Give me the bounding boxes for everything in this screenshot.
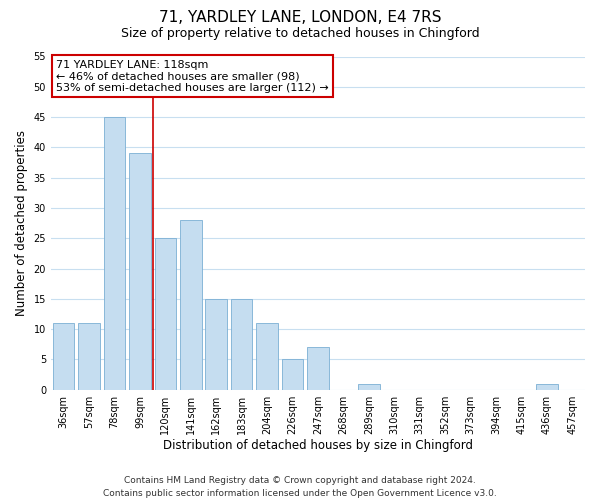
Bar (282, 360, 304, 390)
Text: 71 YARDLEY LANE: 118sqm
← 46% of detached houses are smaller (98)
53% of semi-de: 71 YARDLEY LANE: 118sqm ← 46% of detache… (56, 60, 329, 93)
Text: Size of property relative to detached houses in Chingford: Size of property relative to detached ho… (121, 28, 479, 40)
Bar (53, 323, 74, 390)
Bar (536, 384, 557, 390)
Text: Contains HM Land Registry data © Crown copyright and database right 2024.
Contai: Contains HM Land Registry data © Crown c… (103, 476, 497, 498)
Bar (307, 348, 329, 390)
Bar (129, 154, 151, 390)
Y-axis label: Number of detached properties: Number of detached properties (15, 130, 28, 316)
Bar (231, 299, 253, 390)
X-axis label: Distribution of detached houses by size in Chingford: Distribution of detached houses by size … (163, 440, 473, 452)
Bar (256, 323, 278, 390)
Bar (155, 238, 176, 390)
Bar (358, 384, 380, 390)
Bar (104, 117, 125, 390)
Text: 71, YARDLEY LANE, LONDON, E4 7RS: 71, YARDLEY LANE, LONDON, E4 7RS (159, 10, 441, 25)
Bar (180, 220, 202, 390)
Bar (78, 323, 100, 390)
Bar (205, 299, 227, 390)
